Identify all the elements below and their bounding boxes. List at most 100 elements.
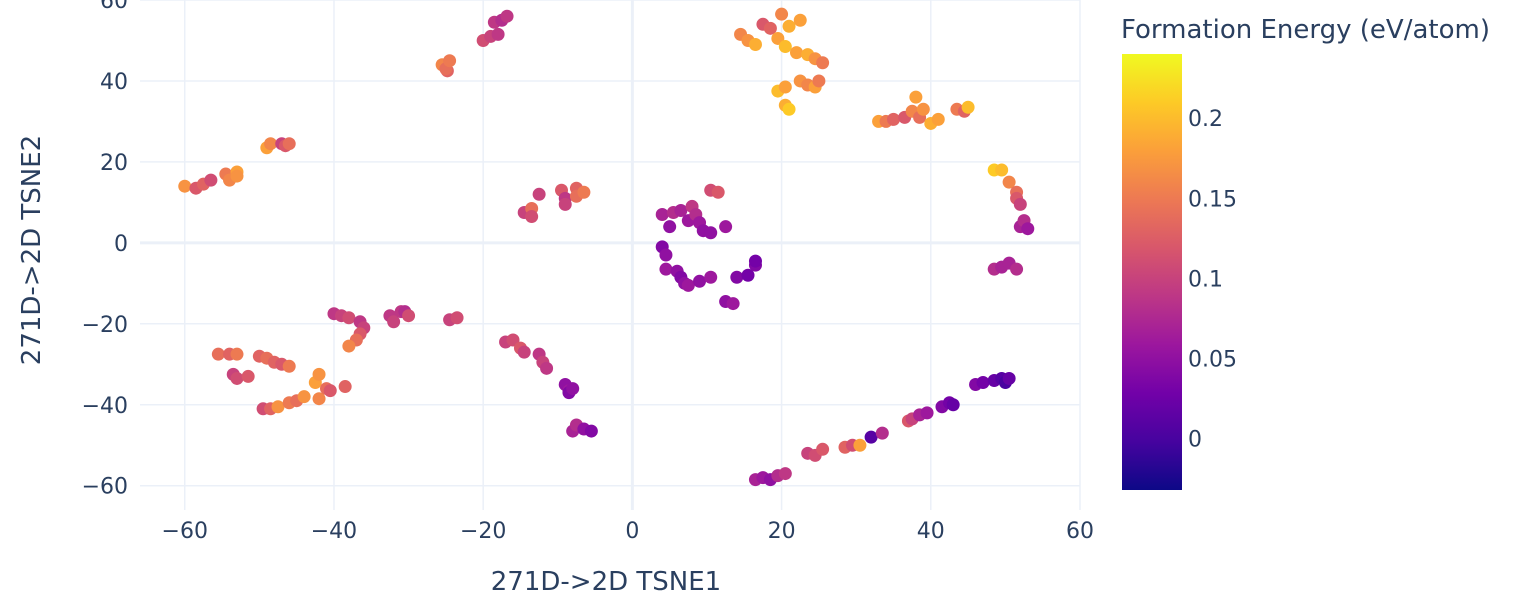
scatter-point bbox=[1013, 197, 1027, 211]
scatter-point bbox=[674, 203, 688, 217]
scatter-point bbox=[961, 100, 975, 114]
scatter-point bbox=[726, 297, 740, 311]
scatter-point bbox=[976, 376, 990, 389]
y-tick-label: −60 bbox=[82, 475, 128, 500]
scatter-point bbox=[816, 56, 830, 70]
scatter-point bbox=[297, 390, 311, 404]
scatter-point bbox=[282, 137, 296, 151]
scatter-point bbox=[1002, 175, 1016, 189]
grid-lines bbox=[140, 0, 1081, 510]
scatter-point bbox=[778, 80, 792, 94]
scatter-point bbox=[230, 169, 244, 183]
scatter-point bbox=[704, 270, 718, 284]
scatter-point bbox=[211, 347, 225, 361]
scatter-point bbox=[704, 226, 718, 240]
scatter-point bbox=[763, 21, 777, 35]
scatter-point bbox=[875, 426, 889, 440]
scatter-point bbox=[748, 38, 762, 52]
scatter-point bbox=[741, 268, 755, 282]
scatter-point bbox=[443, 54, 457, 68]
scatter-point bbox=[577, 185, 591, 199]
scatter-point bbox=[730, 270, 744, 284]
scatter-point bbox=[312, 367, 326, 381]
scatter-point bbox=[178, 179, 192, 193]
colorbar-tick-label: 0.2 bbox=[1188, 107, 1223, 132]
y-axis-ticks: −60 −40 −20 0 20 40 60 bbox=[82, 0, 128, 500]
x-tick-label: 20 bbox=[768, 519, 796, 544]
colorbar-tick-label: 0.15 bbox=[1188, 187, 1237, 212]
scatter-point bbox=[816, 442, 830, 456]
scatter-point bbox=[338, 380, 352, 394]
colorbar-gradient bbox=[1122, 54, 1182, 490]
scatter-point bbox=[663, 220, 677, 234]
scatter-point bbox=[909, 90, 923, 104]
scatter-point bbox=[655, 208, 669, 222]
y-tick-label: −40 bbox=[82, 394, 128, 419]
scatter-point bbox=[1021, 222, 1035, 236]
scatter-point bbox=[387, 315, 401, 329]
colorbar-tick-label: 0.1 bbox=[1188, 267, 1223, 292]
scatter-point bbox=[711, 185, 725, 199]
scatter-point bbox=[450, 311, 464, 325]
y-tick-label: 40 bbox=[100, 70, 128, 95]
scatter-point bbox=[778, 467, 792, 481]
scatter-point bbox=[659, 262, 673, 276]
scatter-point bbox=[204, 173, 218, 187]
scatter-point bbox=[540, 361, 554, 375]
scatter-point bbox=[230, 347, 244, 361]
x-tick-label: 0 bbox=[625, 519, 639, 544]
scatter-point bbox=[916, 102, 930, 116]
colorbar-tick-label: 0 bbox=[1188, 428, 1202, 453]
x-axis-title: 271D->2D TSNE1 bbox=[491, 567, 721, 597]
scatter-point bbox=[920, 406, 934, 420]
scatter-point bbox=[793, 13, 807, 27]
scatter-point bbox=[931, 112, 945, 126]
y-axis-title: 271D->2D TSNE2 bbox=[17, 135, 47, 365]
colorbar-ticks: 0 0.05 0.1 0.15 0.2 bbox=[1188, 107, 1237, 453]
scatter-point bbox=[659, 248, 673, 262]
scatter-point bbox=[693, 274, 707, 288]
scatter-point bbox=[402, 309, 416, 323]
scatter-point bbox=[782, 19, 796, 33]
scatter-point bbox=[323, 384, 337, 398]
scatter-point bbox=[342, 311, 356, 325]
scatter-point bbox=[778, 40, 792, 54]
scatter-point bbox=[812, 74, 826, 88]
scatter-point bbox=[1010, 262, 1024, 276]
y-tick-label: 60 bbox=[100, 0, 128, 14]
scatter-point bbox=[566, 382, 580, 396]
scatter-point bbox=[558, 197, 572, 211]
scatter-point bbox=[342, 339, 356, 353]
scatter-point bbox=[230, 371, 244, 385]
scatter-point bbox=[491, 27, 505, 41]
y-tick-label: 0 bbox=[114, 232, 128, 257]
x-tick-label: 60 bbox=[1066, 519, 1094, 544]
scatter-point bbox=[995, 163, 1009, 177]
scatter-point bbox=[1002, 371, 1016, 385]
colorbar-title: Formation Energy (eV/atom) bbox=[1121, 15, 1490, 45]
scatter-point bbox=[525, 210, 539, 224]
scatter-point bbox=[264, 137, 278, 151]
scatter-point bbox=[517, 345, 531, 359]
scatter-point bbox=[584, 424, 598, 438]
scatter-point bbox=[886, 112, 900, 126]
scatter-point bbox=[681, 278, 695, 292]
x-axis-ticks: −60 −40 −20 0 20 40 60 bbox=[162, 519, 1094, 544]
scatter-point bbox=[790, 46, 804, 60]
scatter-point bbox=[282, 359, 296, 373]
scatter-point bbox=[748, 254, 762, 268]
scatter-point bbox=[271, 400, 285, 414]
scatter-point bbox=[775, 7, 789, 21]
scatter-point bbox=[719, 220, 733, 234]
scatter-point bbox=[864, 430, 878, 444]
scatter-point bbox=[241, 369, 255, 383]
y-tick-label: −20 bbox=[82, 313, 128, 338]
colorbar: Formation Energy (eV/atom) 00.050.10.150… bbox=[1121, 15, 1490, 490]
x-tick-label: −60 bbox=[162, 519, 208, 544]
scatter-point bbox=[946, 398, 960, 412]
x-tick-label: −40 bbox=[311, 519, 357, 544]
scatter-point bbox=[500, 9, 514, 23]
colorbar-tick-label: 0.05 bbox=[1188, 348, 1237, 373]
